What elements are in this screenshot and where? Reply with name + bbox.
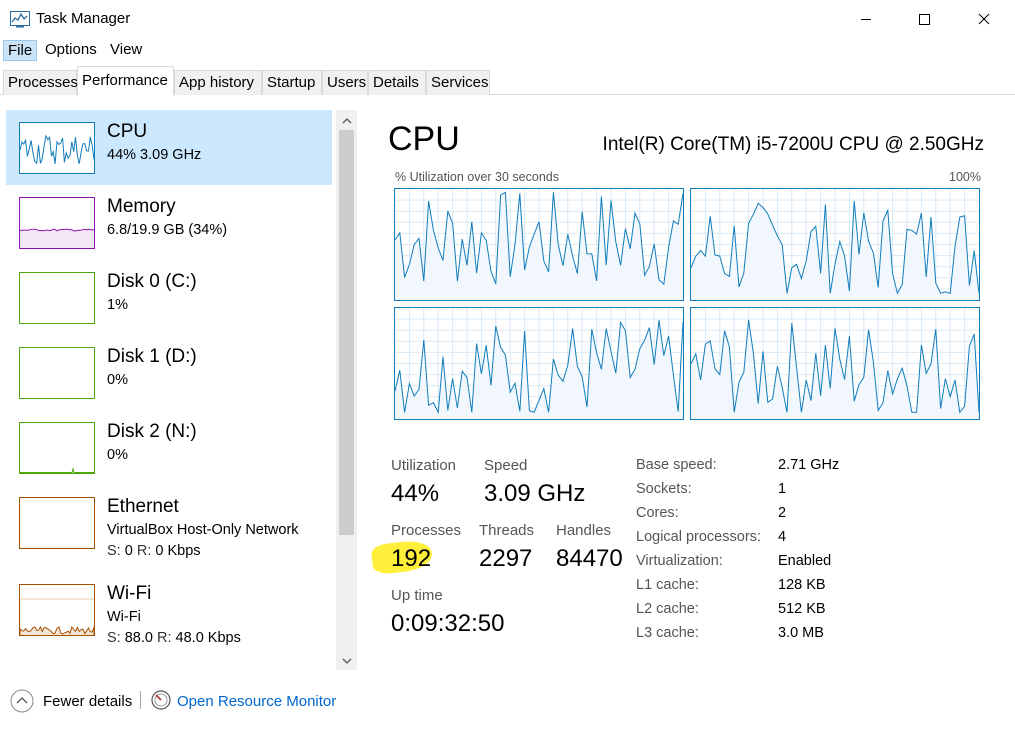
processes-label: Processes <box>391 522 462 539</box>
utilization-label: Utilization <box>391 457 457 474</box>
speed-value: 3.09 GHz <box>484 480 586 507</box>
menu-file[interactable]: File <box>3 40 38 61</box>
detail-label: Cores: <box>636 505 679 521</box>
sidebar-item-detail: 44% 3.09 GHz <box>107 147 202 163</box>
sidebar-item-title: Disk 0 (C:) <box>107 271 197 292</box>
detail-value: 512 KB <box>778 601 826 617</box>
sidebar-item-title: CPU <box>107 121 148 142</box>
sidebar-item-memory[interactable]: Memory 6.8/19.9 GB (34%) <box>6 185 332 260</box>
uptime-label: Up time <box>391 587 443 604</box>
processes-value: 192 <box>391 545 432 572</box>
logical-cpu-graph-2 <box>394 307 684 420</box>
detail-value: 2.71 GHz <box>778 457 840 473</box>
detail-value: 4 <box>778 529 787 545</box>
sidebar-item-title: Wi-Fi <box>107 583 152 604</box>
scrollbar-thumb[interactable] <box>339 130 354 535</box>
tab-app-history[interactable]: App history <box>174 70 262 95</box>
chevron-up-circle-icon[interactable] <box>10 689 34 713</box>
window-title: Task Manager <box>36 10 131 27</box>
sidebar-item-cpu[interactable]: CPU 44% 3.09 GHz <box>6 110 332 185</box>
sidebar-item-title: Ethernet <box>107 496 179 517</box>
memory-mini-graph <box>19 197 95 249</box>
close-button[interactable] <box>961 0 1007 38</box>
cpu-model-name: Intel(R) Core(TM) i5-7200U CPU @ 2.50GHz <box>602 134 984 155</box>
sidebar-item-detail: 1% <box>107 297 128 313</box>
tab-bar: Processes Performance App history Startu… <box>0 66 1015 96</box>
scroll-down-icon[interactable] <box>336 652 357 669</box>
handles-label: Handles <box>556 522 612 539</box>
sidebar-item-title: Disk 1 (D:) <box>107 346 197 367</box>
sidebar-item-wifi[interactable]: Wi-Fi Wi-Fi S: 88.0 R: 48.0 Kbps <box>6 572 332 647</box>
footer-bar: Fewer details Open Resource Monitor <box>0 672 1015 731</box>
sidebar-item-disk-2[interactable]: Disk 2 (N:) 0% <box>6 410 332 485</box>
sidebar-item-detail: 0% <box>107 372 128 388</box>
fewer-details-link[interactable]: Fewer details <box>43 693 133 710</box>
footer-separator <box>140 691 141 709</box>
sidebar-item-disk-1[interactable]: Disk 1 (D:) 0% <box>6 335 332 410</box>
maximize-button[interactable] <box>901 0 947 38</box>
logical-cpu-graph-0 <box>394 188 684 301</box>
sidebar-item-disk-0[interactable]: Disk 0 (C:) 1% <box>6 260 332 335</box>
scroll-up-icon[interactable] <box>336 112 357 129</box>
sidebar-item-title: Memory <box>107 196 176 217</box>
detail-label: L2 cache: <box>636 601 699 617</box>
sidebar-item-throughput: S: 0 R: 0 Kbps <box>107 543 201 559</box>
resource-list: CPU 44% 3.09 GHz Memory 6.8/19.9 GB (34%… <box>0 104 358 672</box>
detail-value: 1 <box>778 481 787 497</box>
tab-users[interactable]: Users <box>322 70 368 95</box>
detail-label: Base speed: <box>636 457 717 473</box>
sidebar-item-detail: 0% <box>107 447 128 463</box>
detail-value: 2 <box>778 505 787 521</box>
detail-value: Enabled <box>778 553 832 569</box>
resource-monitor-icon[interactable] <box>151 690 171 710</box>
sidebar-item-title: Disk 2 (N:) <box>107 421 197 442</box>
minimize-button[interactable] <box>843 0 889 38</box>
detail-value: 128 KB <box>778 577 826 593</box>
task-manager-icon <box>10 10 30 28</box>
ethernet-mini-graph <box>19 497 95 549</box>
utilization-value: 44% <box>391 480 440 507</box>
logical-cpu-graph-1 <box>690 188 980 301</box>
page-title: CPU <box>388 120 460 158</box>
sidebar-item-throughput: S: 88.0 R: 48.0 Kbps <box>107 630 241 646</box>
threads-label: Threads <box>479 522 535 539</box>
disk-0-mini-graph <box>19 272 95 324</box>
detail-label: Logical processors: <box>636 529 761 545</box>
wifi-mini-graph <box>19 584 95 636</box>
menu-view[interactable]: View <box>110 41 143 58</box>
logical-cpu-graph-3 <box>690 307 980 420</box>
tab-performance[interactable]: Performance <box>77 66 174 96</box>
menu-bar: File Options View <box>0 38 1015 62</box>
tab-processes[interactable]: Processes <box>3 70 78 95</box>
sidebar-item-ethernet[interactable]: Ethernet VirtualBox Host-Only Network S:… <box>6 485 332 560</box>
handles-value: 84470 <box>556 545 623 572</box>
cpu-mini-graph <box>19 122 95 174</box>
menu-options[interactable]: Options <box>45 41 97 58</box>
disk-1-mini-graph <box>19 347 95 399</box>
tab-startup[interactable]: Startup <box>262 70 322 95</box>
open-resource-monitor-link[interactable]: Open Resource Monitor <box>177 693 337 710</box>
detail-label: L3 cache: <box>636 625 699 641</box>
tab-services[interactable]: Services <box>426 70 490 95</box>
graph-caption: % Utilization over 30 seconds <box>395 170 559 184</box>
detail-label: L1 cache: <box>636 577 699 593</box>
title-bar: Task Manager <box>0 0 1015 38</box>
detail-label: Sockets: <box>636 481 692 497</box>
threads-value: 2297 <box>479 545 533 572</box>
graph-max-label: 100% <box>949 170 981 184</box>
detail-value: 3.0 MB <box>778 625 824 641</box>
sidebar-item-detail: Wi-Fi <box>107 609 141 625</box>
disk-2-mini-graph <box>19 422 95 474</box>
speed-label: Speed <box>484 457 528 474</box>
detail-label: Virtualization: <box>636 553 723 569</box>
sidebar-scrollbar[interactable] <box>336 110 357 670</box>
sidebar-item-detail: VirtualBox Host-Only Network <box>107 522 299 538</box>
sidebar-item-detail: 6.8/19.9 GB (34%) <box>107 222 228 238</box>
uptime-value: 0:09:32:50 <box>391 610 505 637</box>
tab-details[interactable]: Details <box>368 70 426 95</box>
